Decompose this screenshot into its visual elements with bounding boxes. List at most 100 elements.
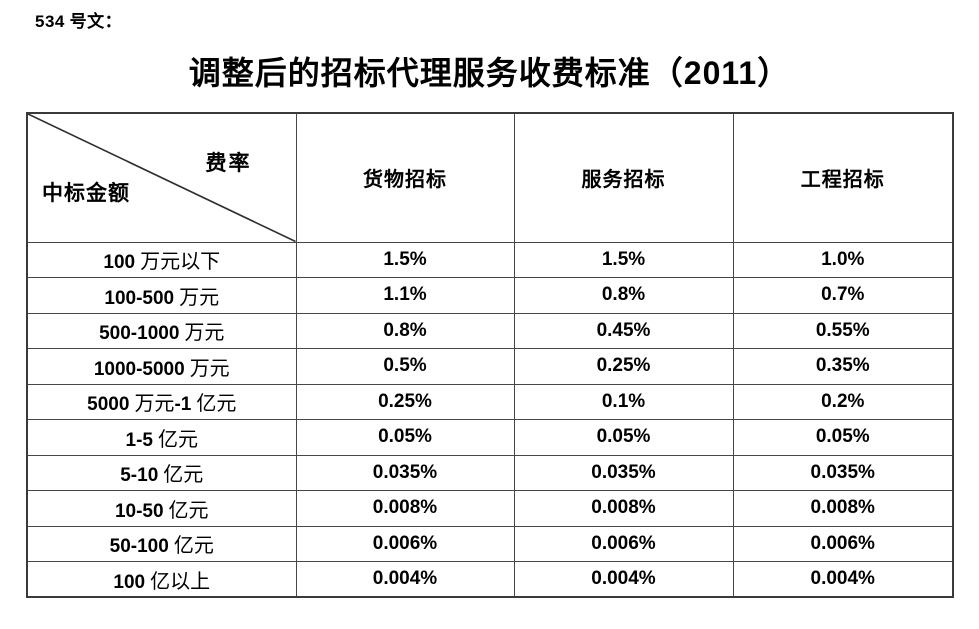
row-label: 50-100 亿元	[26, 525, 297, 562]
numeric-text: 0.7%	[821, 284, 865, 306]
fee-value: 0.8%	[513, 277, 734, 314]
table-row: 5000 万元-1 亿元 0.25% 0.1% 0.2%	[26, 383, 954, 420]
fee-value: 0.004%	[732, 561, 954, 598]
fee-value: 0.008%	[513, 490, 734, 527]
fee-value: 0.25%	[513, 348, 734, 385]
numeric-text: 0.008%	[810, 497, 875, 519]
fee-value: 1.5%	[513, 241, 734, 278]
numeric-text: 0.25%	[378, 390, 432, 412]
numeric-text: 0.8%	[383, 319, 427, 341]
table-row: 100-500 万元 1.1% 0.8% 0.7%	[26, 277, 954, 314]
numeric-text: 0.006%	[591, 532, 656, 554]
fee-value: 0.006%	[513, 525, 734, 562]
fee-value: 1.5%	[295, 241, 515, 278]
page-title: 调整后的招标代理服务收费标准（2011）	[188, 55, 791, 91]
diagonal-divider-line	[28, 114, 296, 242]
fee-value: 0.25%	[295, 383, 515, 420]
numeric-text: 0.006%	[810, 532, 875, 554]
fee-value: 0.035%	[732, 454, 954, 491]
numeric-text: 0.008%	[372, 497, 438, 519]
corner-label-amount: 中标金额	[42, 180, 130, 205]
table-row: 500-1000 万元 0.8% 0.45% 0.55%	[26, 312, 954, 349]
fee-value: 0.05%	[295, 419, 515, 456]
numeric-text: 0.8%	[601, 284, 646, 306]
fee-value: 0.006%	[295, 525, 515, 562]
fee-value: 0.004%	[513, 561, 734, 598]
numeric-text: 10-50	[114, 500, 164, 522]
table-row: 1000-5000 万元 0.5% 0.25% 0.35%	[26, 348, 954, 385]
numeric-text: 500-1000	[99, 323, 180, 345]
table-row: 1-5 亿元 0.05% 0.05% 0.05%	[26, 419, 954, 456]
numeric-text: 100	[113, 571, 146, 593]
numeric-text: 1.0%	[821, 248, 865, 270]
numeric-text: 5000	[87, 394, 130, 416]
numeric-text: 0.05%	[596, 426, 651, 448]
row-label: 5000 万元-1 亿元	[26, 383, 297, 420]
numeric-text: 1.5%	[601, 248, 646, 270]
numeric-text: 0.035%	[372, 461, 438, 483]
fee-value: 0.05%	[513, 419, 734, 456]
fee-value: 0.45%	[513, 312, 734, 349]
fee-value: 0.55%	[732, 312, 954, 349]
doc-number: 534 号文：	[35, 12, 123, 31]
numeric-text: 0.004%	[591, 568, 656, 589]
numeric-text: 0.004%	[810, 568, 875, 589]
row-label: 5-10 亿元	[26, 454, 297, 491]
numeric-text: 1.1%	[383, 284, 427, 306]
numeric-text: 0.55%	[815, 319, 870, 341]
table-row: 10-50 亿元 0.008% 0.008% 0.008%	[26, 490, 954, 527]
numeric-text: 100-500	[104, 287, 175, 309]
fee-value: 0.2%	[732, 383, 954, 420]
fee-value: 0.008%	[295, 490, 515, 527]
fee-value: 0.7%	[732, 277, 954, 314]
numeric-text: 0.25%	[596, 355, 651, 377]
fee-rate-table: 费率 中标金额 货物招标 服务招标 工程招标 100 万元以下 1.5% 1.5% 1.0…	[26, 112, 954, 598]
fee-value: 0.006%	[732, 525, 954, 562]
numeric-text: -1	[174, 394, 192, 416]
numeric-text: 0.035%	[810, 461, 875, 483]
numeric-text: 0.2%	[821, 390, 865, 412]
numeric-text: 0.05%	[815, 426, 870, 448]
fee-value: 0.035%	[513, 454, 734, 491]
fee-value: 1.0%	[732, 241, 954, 278]
numeric-text: 1000-5000	[93, 358, 185, 380]
column-header: 货物招标	[295, 112, 515, 243]
numeric-text: 0.006%	[372, 532, 438, 554]
numeric-text: 0.035%	[591, 461, 656, 483]
fee-value: 0.004%	[295, 561, 515, 598]
table-body: 100 万元以下 1.5% 1.5% 1.0% 100-500 万元 1.1% 0.8% 0.…	[26, 241, 954, 598]
numeric-text: 1-5	[125, 429, 153, 451]
table-row: 100 万元以下 1.5% 1.5% 1.0%	[26, 241, 954, 278]
numeric-text: 0.5%	[383, 355, 427, 377]
table-row: 50-100 亿元 0.006% 0.006% 0.006%	[26, 525, 954, 562]
numeric-text: 5-10	[120, 465, 159, 487]
table-row: 100 亿以上 0.004% 0.004% 0.004%	[26, 561, 954, 598]
table-header-row: 费率 中标金额 货物招标 服务招标 工程招标	[26, 112, 954, 243]
row-label: 10-50 亿元	[26, 490, 297, 527]
fee-value: 0.1%	[513, 383, 734, 420]
corner-label-rate: 费率	[205, 151, 252, 175]
fee-value: 0.5%	[295, 348, 515, 385]
numeric-text: 534	[35, 12, 65, 31]
fee-value: 0.008%	[732, 490, 954, 527]
row-label: 1000-5000 万元	[26, 348, 297, 385]
numeric-text: 0.35%	[815, 355, 870, 377]
row-label: 500-1000 万元	[26, 312, 297, 349]
numeric-text: 50-100	[109, 536, 169, 558]
numeric-text: 0.1%	[601, 390, 646, 412]
row-label: 100-500 万元	[26, 277, 297, 314]
numeric-text: 0.45%	[596, 319, 651, 341]
numeric-text: 100	[103, 252, 136, 274]
row-label: 1-5 亿元	[26, 419, 297, 456]
fee-value: 0.05%	[732, 419, 954, 456]
column-header: 工程招标	[732, 112, 954, 243]
corner-header-cell: 费率 中标金额	[26, 112, 297, 243]
fee-value: 1.1%	[295, 277, 515, 314]
fee-value: 0.8%	[295, 312, 515, 349]
numeric-text: 0.008%	[591, 497, 656, 519]
row-label: 100 亿以上	[26, 561, 297, 598]
column-header: 服务招标	[513, 112, 734, 243]
numeric-text: 0.05%	[378, 426, 432, 448]
table-row: 5-10 亿元 0.035% 0.035% 0.035%	[26, 454, 954, 491]
